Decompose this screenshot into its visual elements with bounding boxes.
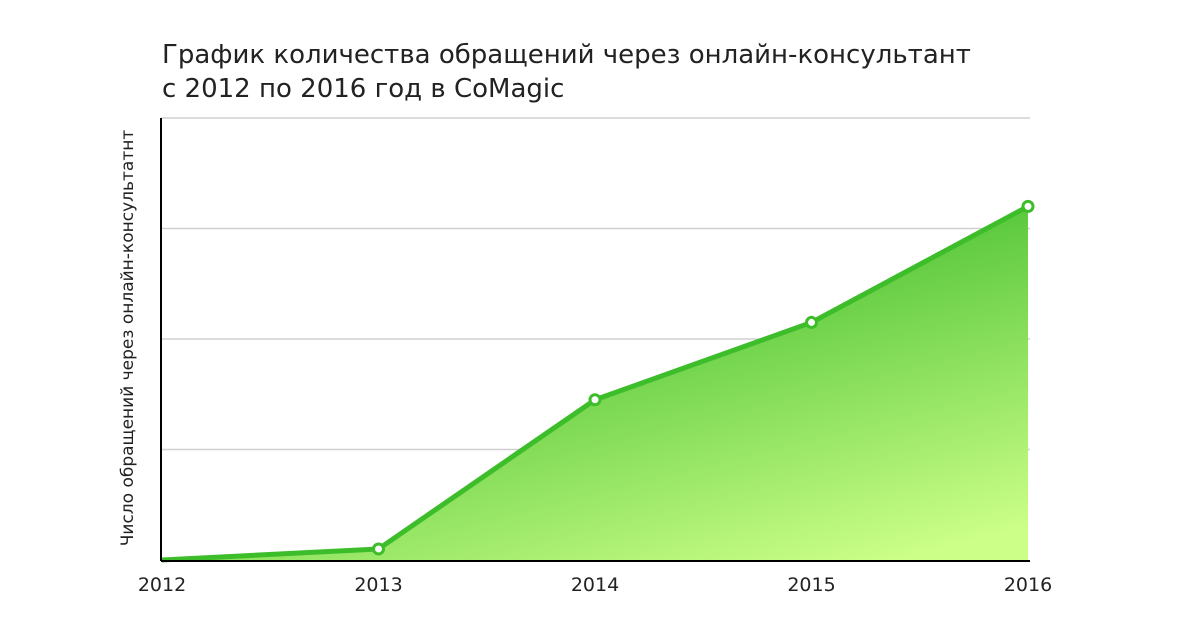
data-point-2016 — [1021, 199, 1035, 213]
chart-title-line-2: с 2012 по 2016 год в CoMagic — [162, 74, 565, 104]
chart-title-line-1: График количества обращений через онлайн… — [162, 40, 971, 70]
x-tick-label: 2013 — [354, 574, 402, 596]
area-fill — [162, 206, 1028, 560]
data-point-2013 — [372, 542, 385, 556]
chart-title: График количества обращений через онлайн… — [162, 38, 971, 106]
x-tick-label: 2014 — [571, 574, 619, 596]
x-tick-label: 2012 — [138, 574, 186, 596]
x-tick-label: 2016 — [1004, 574, 1052, 596]
data-point-2014 — [588, 393, 602, 407]
data-point-2015 — [805, 315, 818, 329]
x-tick-label: 2015 — [787, 574, 835, 596]
